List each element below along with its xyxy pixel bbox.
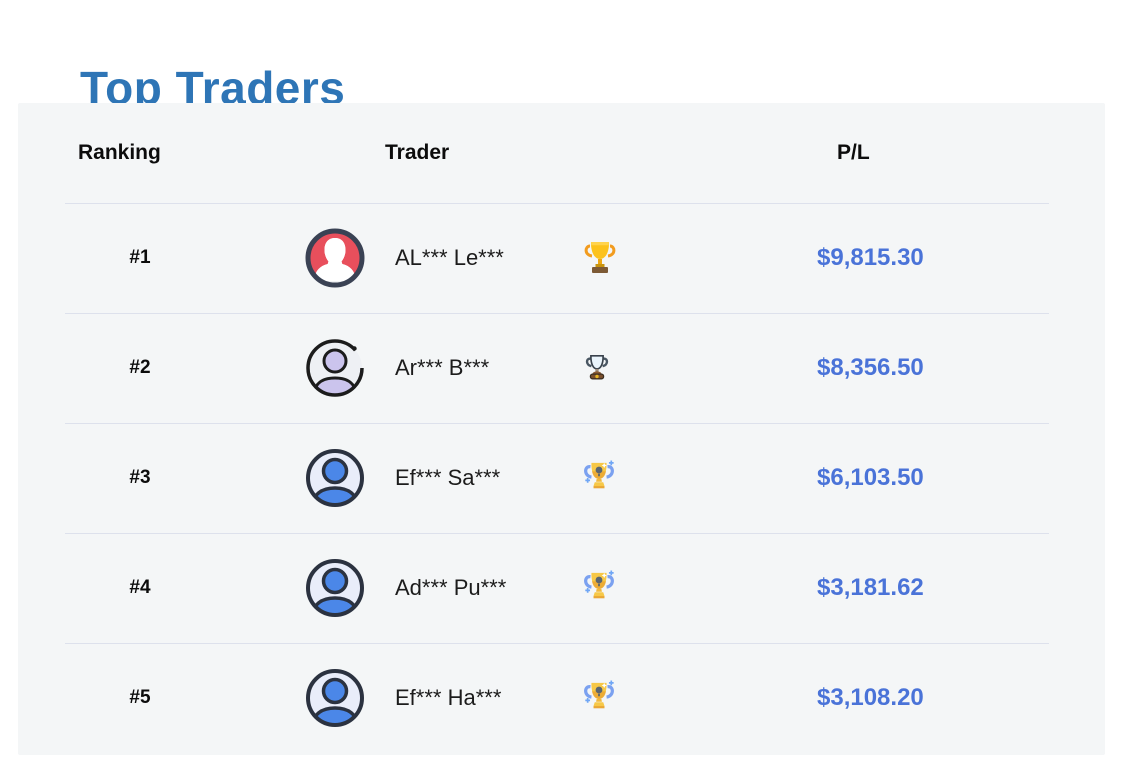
sparkle-trophy-icon [582,679,616,717]
table-row: #4 Ad*** Pu*** [18,533,1105,643]
trader-cell: Ad*** Pu*** [262,556,787,620]
sparkle-trophy-icon [582,569,616,607]
rank-label: #2 [129,357,151,378]
trader-cell: Ef*** Ha*** [262,666,787,730]
blue-user-avatar-icon [303,666,367,730]
trader-name: Ar*** B*** [395,355,490,380]
pl-value: $6,103.50 [817,464,924,491]
trader-name: AL*** Le*** [395,245,504,270]
trader-cell: AL*** Le*** [262,226,787,290]
trader-name: Ad*** Pu*** [395,575,507,600]
column-header-ranking: Ranking [78,141,161,164]
table-row: #2 Ar*** B*** [18,313,1105,423]
table-body: #1 AL*** Le*** [18,203,1105,753]
table-row: #3 Ef*** Sa*** [18,423,1105,533]
trader-cell: Ar*** B*** [262,336,787,400]
trader-cell: Ef*** Sa*** [262,446,787,510]
blue-user-avatar-icon [303,446,367,510]
pl-value: $3,108.20 [817,684,924,711]
lavender-user-avatar-icon [303,336,367,400]
trader-name: Ef*** Ha*** [395,685,502,710]
leaderboard-card: Ranking Trader P/L #1 AL [18,103,1105,755]
rank-label: #4 [129,577,151,598]
table-header-row: Ranking Trader P/L [18,103,1105,203]
column-header-pl: P/L [837,141,870,164]
column-header-trader: Trader [385,141,450,164]
sparkle-trophy-icon [582,459,616,497]
table-row: #1 AL*** Le*** [18,203,1105,313]
red-user-avatar-icon [303,226,367,290]
gold-trophy-icon [582,239,618,277]
pl-value: $8,356.50 [817,354,924,381]
rank-label: #3 [129,467,151,488]
trader-name: Ef*** Sa*** [395,465,501,490]
rank-label: #1 [129,247,151,268]
silver-trophy-icon [582,352,612,384]
table-row: #5 Ef*** Ha*** [18,643,1105,753]
blue-user-avatar-icon [303,556,367,620]
pl-value: $9,815.30 [817,244,924,271]
rank-label: #5 [129,687,151,708]
pl-value: $3,181.62 [817,574,924,601]
